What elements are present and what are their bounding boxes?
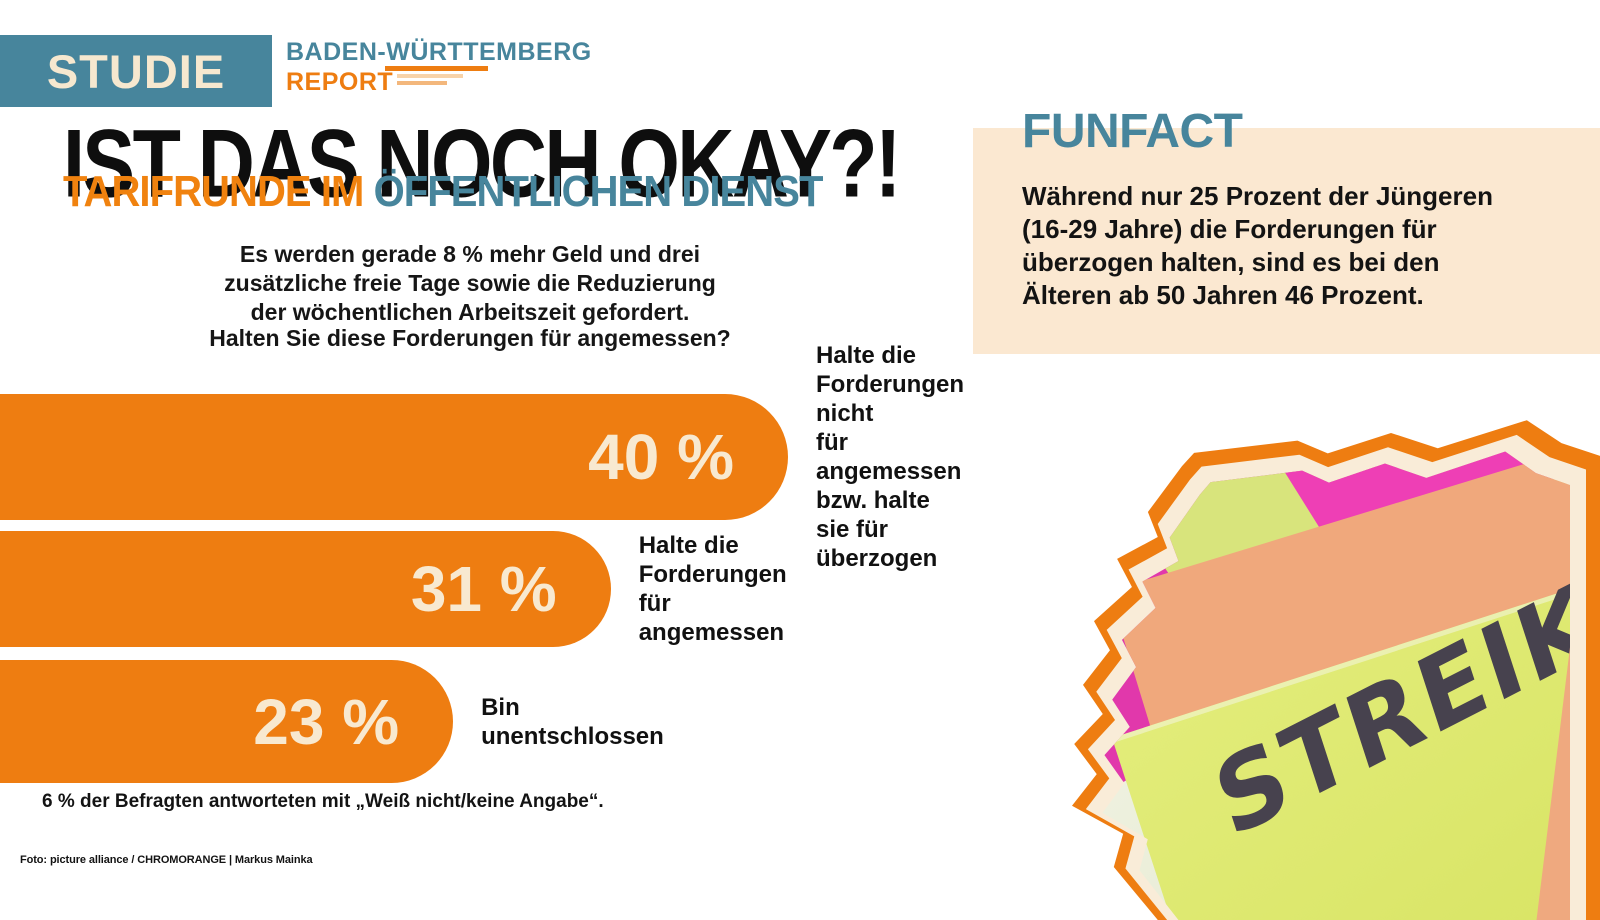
bar-value-1: 40 % bbox=[588, 421, 734, 493]
bar-40-percent: 40 % bbox=[0, 394, 788, 520]
intro-text: Es werden gerade 8 % mehr Geld und drei … bbox=[224, 241, 716, 325]
funfact-title: FUNFACT bbox=[1022, 105, 1243, 158]
photo-credit: Foto: picture alliance / CHROMORANGE | M… bbox=[20, 854, 313, 866]
subtitle-part-teal: ÖFFENTLICHEN DIENST bbox=[363, 167, 824, 216]
funfact-box bbox=[973, 128, 1600, 354]
bar-value-3: 23 % bbox=[253, 685, 400, 758]
footnote: 6 % der Befragten antworteten mit „Weiß … bbox=[42, 791, 604, 812]
bar-label-1: Halte die Forderungen nicht für angemess… bbox=[816, 342, 964, 572]
logo-stripe-2 bbox=[397, 74, 463, 78]
bar-label-2: Halte die Forderungen für angemessen bbox=[638, 532, 787, 646]
logo-line2: REPORT bbox=[286, 68, 394, 96]
survey-question: Halten Sie diese Forderungen für angemes… bbox=[209, 325, 731, 351]
studie-badge: STUDIE bbox=[0, 35, 272, 107]
funfact-text: Während nur 25 Prozent der Jüngeren (16-… bbox=[1022, 181, 1493, 310]
logo-stripe-1 bbox=[385, 66, 488, 71]
bar-label-3: Bin unentschlossen bbox=[481, 693, 664, 750]
sticky-notes-collage: STREIK bbox=[1050, 410, 1600, 920]
subtitle-part-orange: TARIFRUNDE IM bbox=[63, 167, 364, 216]
page-subtitle: TARIFRUNDE IM ÖFFENTLICHEN DIENST bbox=[63, 167, 824, 217]
logo-line1: BADEN-WÜRTTEMBERG bbox=[286, 38, 592, 66]
brand-logo: BADEN-WÜRTTEMBERG REPORT bbox=[286, 38, 592, 97]
bar-value-2: 31 % bbox=[410, 553, 557, 625]
bar-23-percent: 23 % bbox=[0, 660, 454, 783]
collage-photo: STREIK bbox=[1102, 451, 1570, 920]
logo-stripe-3 bbox=[397, 81, 447, 85]
bar-31-percent: 31 % bbox=[0, 531, 611, 647]
studie-badge-label: STUDIE bbox=[46, 44, 226, 98]
page-title: IST DAS NOCH OKAY?! bbox=[63, 109, 901, 218]
